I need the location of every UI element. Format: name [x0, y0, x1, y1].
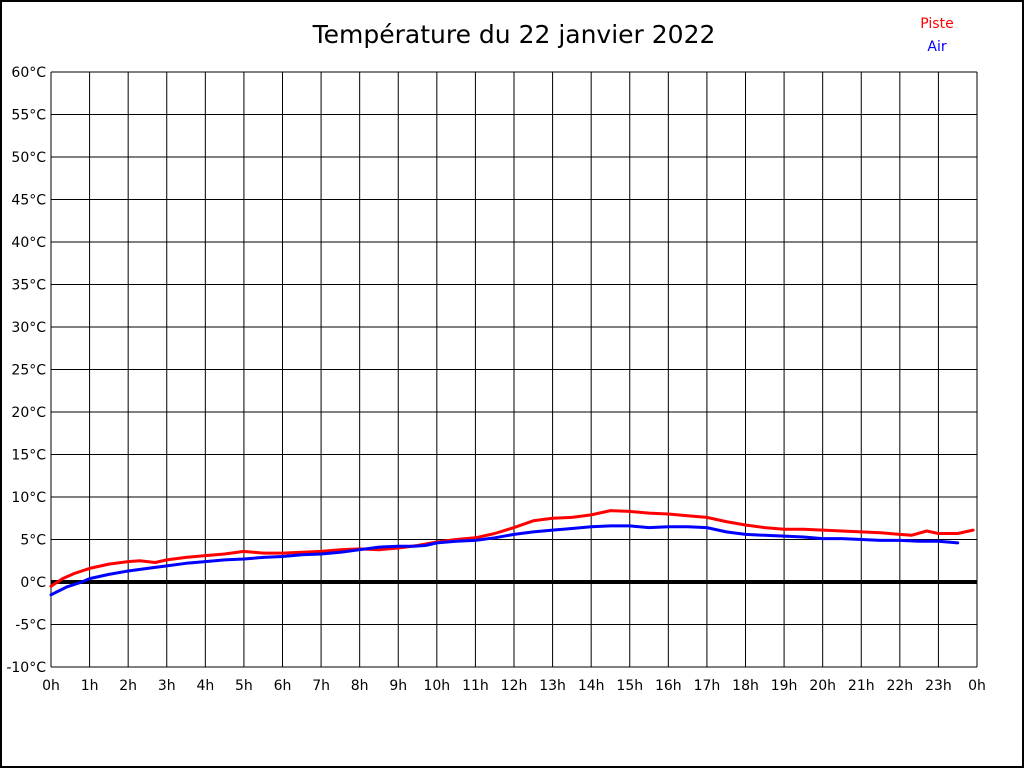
y-axis-tick-label: 60°C [11, 65, 46, 81]
legend: Piste Air [897, 13, 977, 59]
series-line-air [49, 524, 960, 597]
x-axis-tick-label: 22h [886, 678, 913, 694]
legend-item-piste: Piste [897, 13, 977, 36]
x-axis-tick-label: 3h [158, 678, 176, 694]
x-axis-tick-label: 1h [81, 678, 99, 694]
y-axis-tick-label: 0°C [20, 575, 46, 591]
y-axis-tick-label: 25°C [11, 363, 46, 379]
y-axis-tick-label: 10°C [11, 490, 46, 506]
x-axis-tick-label: 11h [462, 678, 489, 694]
x-axis-tick-label: 23h [925, 678, 952, 694]
y-axis-tick-label: 20°C [11, 405, 46, 421]
x-axis-tick-label: 14h [578, 678, 605, 694]
x-axis-tick-label: 15h [616, 678, 643, 694]
y-axis-tick-label: 40°C [11, 235, 46, 251]
x-axis-tick-label: 17h [694, 678, 721, 694]
x-axis-tick-label: 19h [771, 678, 798, 694]
x-axis-tick-label: 16h [655, 678, 682, 694]
y-axis-tick-label: 15°C [11, 448, 46, 464]
legend-item-air: Air [897, 36, 977, 59]
legend-label-air: Air [927, 39, 947, 55]
x-axis-tick-label: 10h [423, 678, 450, 694]
series-line-piste [49, 509, 975, 588]
y-axis-tick-label: 45°C [11, 193, 46, 209]
x-axis-tick-label: 9h [389, 678, 407, 694]
legend-label-piste: Piste [920, 16, 954, 32]
y-axis-tick-label: 55°C [11, 108, 46, 124]
x-axis-tick-label: 6h [274, 678, 292, 694]
x-axis-tick-label: 0h [42, 678, 60, 694]
x-axis-tick-label: 12h [501, 678, 528, 694]
x-axis-tick-label: 8h [351, 678, 369, 694]
y-axis-tick-label: 30°C [11, 320, 46, 336]
y-axis-tick-label: 5°C [20, 533, 46, 549]
y-axis-tick-label: 50°C [11, 150, 46, 166]
chart-title: Température du 22 janvier 2022 [312, 20, 716, 49]
x-axis-tick-label: 2h [119, 678, 137, 694]
y-axis-tick-label: -10°C [6, 660, 46, 676]
x-axis-tick-label: 4h [196, 678, 214, 694]
y-axis-tick-label: -5°C [15, 618, 46, 634]
x-axis-tick-label: 18h [732, 678, 759, 694]
x-axis-tick-label: 13h [539, 678, 566, 694]
x-axis-tick-label: 21h [848, 678, 875, 694]
x-axis-tick-label: 0h [968, 678, 986, 694]
y-axis-tick-label: 35°C [11, 278, 46, 294]
x-axis-tick-label: 5h [235, 678, 253, 694]
x-axis-tick-label: 20h [809, 678, 836, 694]
x-axis-tick-label: 7h [312, 678, 330, 694]
